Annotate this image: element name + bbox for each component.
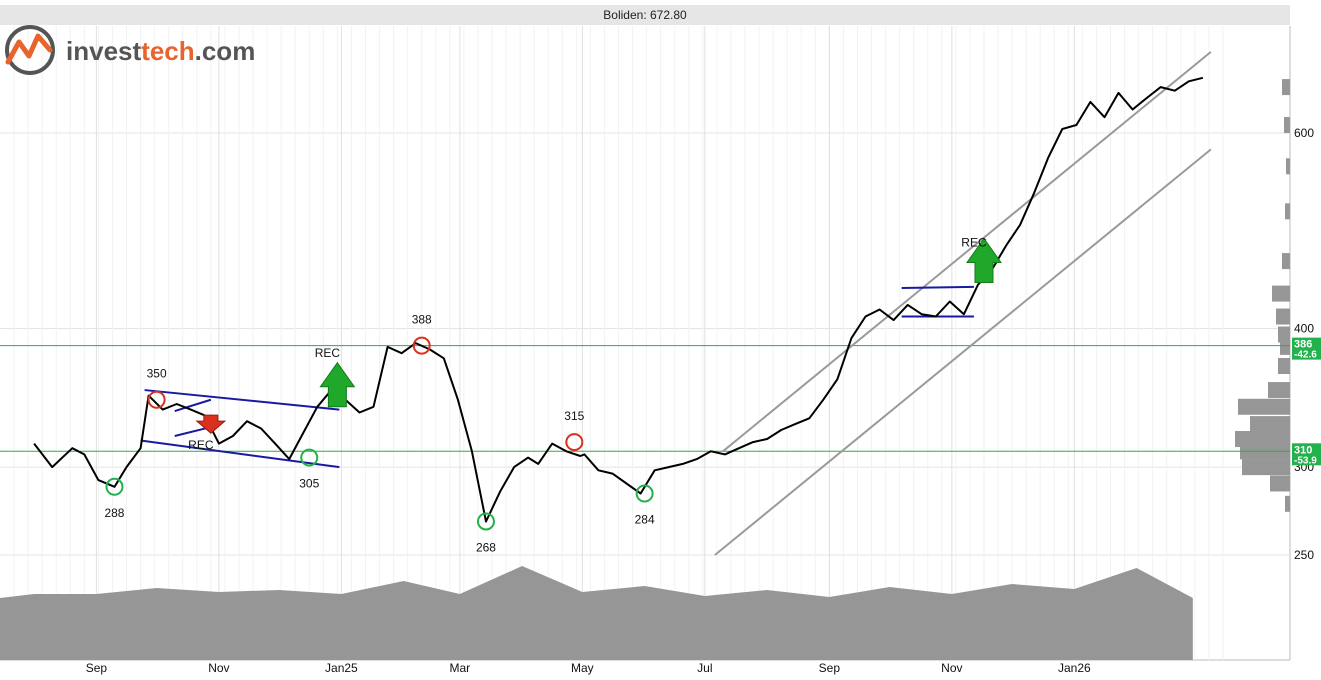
pivot-low-marker	[476, 512, 495, 531]
x-tick-label: Jan25	[325, 661, 358, 675]
x-tick-label: Jan26	[1058, 661, 1091, 675]
volume-profile-bar	[1278, 358, 1290, 375]
sell-arrow	[195, 414, 227, 434]
pivot-label: 288	[104, 506, 124, 520]
y-tick-label: 400	[1294, 321, 1314, 335]
level-badge-value: 310	[1294, 444, 1312, 456]
volume-profile-bar	[1285, 495, 1290, 512]
x-tick-label: Nov	[941, 661, 962, 675]
x-tick-label: May	[571, 661, 594, 675]
grid-lines	[0, 26, 1290, 660]
pivot-label: 388	[412, 313, 432, 327]
pivot-label: 315	[564, 409, 584, 423]
volume-profile-bar	[1278, 326, 1290, 343]
level-badges: 386-42.6 310-53.9	[1292, 337, 1321, 466]
logo-text-com: .com	[195, 36, 256, 66]
rectangle-upper	[901, 285, 974, 290]
signal-label: REC	[315, 346, 341, 360]
logo-wordmark: investtech.com	[66, 36, 255, 66]
falling-channel-lower	[140, 439, 340, 469]
volume-profile-bar	[1268, 382, 1290, 399]
pivot-label: 268	[476, 540, 496, 554]
buy-arrow	[319, 361, 356, 408]
volume-profile-bar	[1285, 203, 1290, 220]
plot-area	[0, 26, 1290, 660]
volume-profile-bar	[1250, 416, 1290, 433]
y-tick-label: 250	[1294, 548, 1314, 562]
volume-area	[0, 566, 1193, 660]
volume-profile-bar	[1272, 285, 1290, 302]
x-tick-label: Mar	[450, 661, 471, 675]
flag-upper	[174, 398, 212, 413]
signal-markers: REC REC REC	[188, 236, 1002, 452]
x-tick-label: Sep	[86, 661, 108, 675]
volume-profile-bar	[1238, 398, 1290, 415]
pivot-label: 350	[147, 367, 167, 381]
trend-channels	[140, 51, 1212, 556]
buy-arrow	[966, 237, 1002, 284]
volume-profile-bar	[1270, 475, 1290, 492]
logo-icon	[5, 25, 55, 75]
title-bar	[0, 5, 1290, 25]
signal-label: REC	[961, 236, 987, 250]
x-tick-label: Sep	[819, 661, 841, 675]
volume-profile-bar	[1235, 431, 1290, 448]
pivot-low-marker	[635, 484, 654, 503]
level-badge	[1292, 337, 1321, 360]
pivot-markers: 288 350 305 388 268 315 284	[104, 313, 654, 555]
pivot-label: 284	[635, 513, 655, 527]
level-badge-delta: -42.6	[1294, 350, 1317, 361]
pivot-label: 305	[299, 477, 319, 491]
price-line	[33, 76, 1204, 523]
volume-profile-bar	[1282, 79, 1290, 96]
chart-title: Boliden: 672.80	[603, 8, 687, 22]
price-series	[33, 76, 1204, 523]
logo-text-tech: tech	[141, 36, 194, 66]
rising-channel-upper	[722, 51, 1212, 453]
level-badge-delta: -53.9	[1294, 455, 1317, 466]
level-badge	[1292, 443, 1321, 466]
volume-profile-bar	[1242, 459, 1290, 476]
pivot-low-marker	[105, 477, 124, 496]
pivot-high-marker	[565, 433, 584, 452]
x-tick-label: Nov	[208, 661, 229, 675]
volume-profile-bar	[1286, 158, 1290, 175]
volume-fill	[0, 566, 1193, 660]
falling-channel-upper	[144, 389, 340, 411]
x-tick-label: Jul	[697, 661, 712, 675]
logo-text-invest: invest	[66, 36, 141, 66]
pivot-low-marker	[300, 448, 319, 467]
volume-profile-bar	[1284, 117, 1290, 134]
volume-profile-bar	[1282, 253, 1290, 270]
volume-profile-bar	[1280, 338, 1290, 355]
level-badge-value: 386	[1294, 339, 1312, 351]
pivot-high-marker	[412, 336, 431, 355]
pivot-high-marker	[147, 390, 166, 409]
volume-profile-bar	[1276, 308, 1290, 325]
y-tick-label: 600	[1294, 126, 1314, 140]
rising-channel-lower	[714, 148, 1212, 556]
signal-label: REC	[188, 438, 214, 452]
investtech-logo: investtech.com	[5, 25, 255, 75]
